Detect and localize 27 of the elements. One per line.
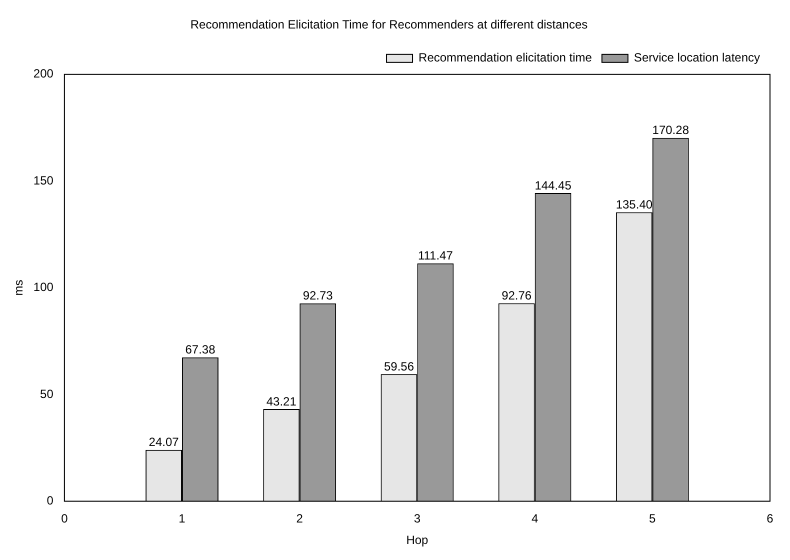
legend-label: Recommendation elicitation time [418,50,592,65]
x-tick-label: 1 [178,512,186,526]
data-label: 144.45 [534,178,572,192]
data-label: 170.28 [652,123,690,138]
x-axis-title: Hop [406,533,429,548]
y-axis-title: ms [12,280,26,296]
data-label: 59.56 [384,359,414,374]
data-label: 24.07 [148,435,180,450]
chart-title: Recommendation Elicitation Time for Recommenders at different distances [190,18,588,32]
y-tick-label: 0 [46,494,54,508]
x-tick-label: 5 [649,512,656,526]
x-tick-label: 4 [531,512,538,526]
data-label: 135.40 [616,198,653,212]
y-tick-label: 100 [33,280,54,294]
y-tick-label: 200 [33,66,54,81]
data-label: 43.21 [266,394,297,408]
data-label: 92.73 [302,288,334,303]
x-tick-label: 2 [296,512,304,526]
data-label: 67.38 [185,342,216,357]
legend-label: Service location latency [634,50,760,65]
data-label: 92.76 [502,288,532,303]
y-tick-label: 50 [40,386,54,401]
x-tick-label: 6 [766,512,774,526]
y-tick-label: 150 [33,173,54,188]
x-tick-label: 0 [61,512,68,526]
x-tick-label: 3 [414,512,421,526]
data-label: 111.47 [418,248,454,263]
